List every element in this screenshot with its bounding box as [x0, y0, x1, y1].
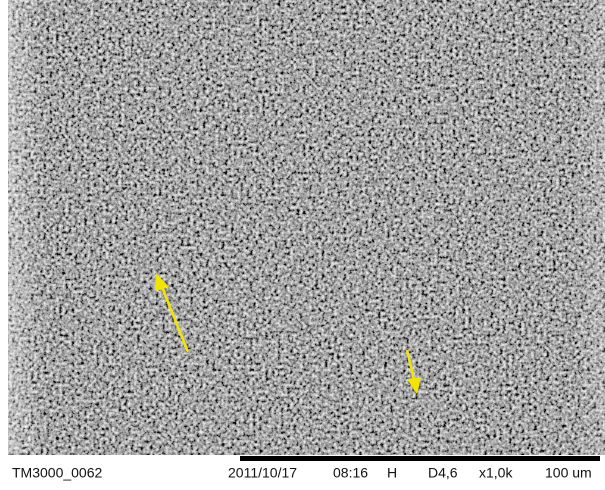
- micrograph: [8, 0, 605, 455]
- arrow: [155, 273, 190, 353]
- scale-bar: [240, 456, 600, 461]
- magnification: x1,0k: [479, 465, 513, 481]
- time: 08:16: [333, 465, 368, 481]
- arrow: [405, 349, 421, 394]
- mode: H: [387, 465, 397, 481]
- image-id: TM3000_0062: [12, 465, 103, 481]
- scale-label: 100 um: [545, 465, 592, 481]
- working-distance: D4,6: [428, 465, 458, 481]
- date: 2011/10/17: [228, 465, 297, 481]
